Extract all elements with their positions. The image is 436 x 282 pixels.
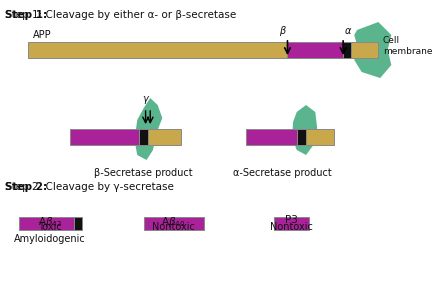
FancyBboxPatch shape (148, 129, 181, 145)
Polygon shape (134, 98, 162, 160)
FancyBboxPatch shape (74, 217, 82, 230)
Text: APP: APP (32, 30, 51, 40)
Text: α: α (345, 26, 351, 36)
Text: Step 2: Cleavage by γ-secretase: Step 2: Cleavage by γ-secretase (5, 182, 174, 192)
Text: β-Secretase product: β-Secretase product (95, 168, 193, 178)
FancyBboxPatch shape (343, 42, 351, 58)
FancyBboxPatch shape (297, 129, 306, 145)
FancyBboxPatch shape (28, 42, 287, 58)
FancyBboxPatch shape (306, 129, 334, 145)
FancyBboxPatch shape (273, 217, 309, 230)
Text: γ: γ (143, 94, 149, 104)
Text: β: β (279, 26, 286, 36)
FancyBboxPatch shape (351, 42, 378, 58)
FancyBboxPatch shape (343, 42, 351, 58)
Text: Step 2:: Step 2: (5, 182, 47, 192)
FancyBboxPatch shape (19, 217, 74, 230)
Text: Step 1: Cleavage by either α- or β-secretase: Step 1: Cleavage by either α- or β-secre… (5, 10, 236, 20)
FancyBboxPatch shape (351, 42, 378, 58)
FancyBboxPatch shape (144, 217, 204, 230)
Text: A$\beta_{42}$: A$\beta_{42}$ (38, 215, 62, 229)
Text: Nontoxic: Nontoxic (270, 222, 313, 232)
Text: Step 1:: Step 1: (5, 10, 47, 20)
FancyBboxPatch shape (139, 129, 148, 145)
Polygon shape (292, 105, 317, 155)
Text: Nontoxic: Nontoxic (152, 222, 195, 232)
Polygon shape (354, 22, 392, 78)
Text: α-Secretase product: α-Secretase product (233, 168, 332, 178)
Text: Toxic
Amyloidogenic: Toxic Amyloidogenic (14, 222, 86, 244)
Text: A$\beta_{40}$: A$\beta_{40}$ (161, 215, 186, 229)
FancyBboxPatch shape (246, 129, 297, 145)
FancyBboxPatch shape (70, 129, 139, 145)
Text: Cell
membrane: Cell membrane (383, 36, 433, 56)
FancyBboxPatch shape (287, 42, 343, 58)
Text: P3: P3 (285, 215, 298, 225)
